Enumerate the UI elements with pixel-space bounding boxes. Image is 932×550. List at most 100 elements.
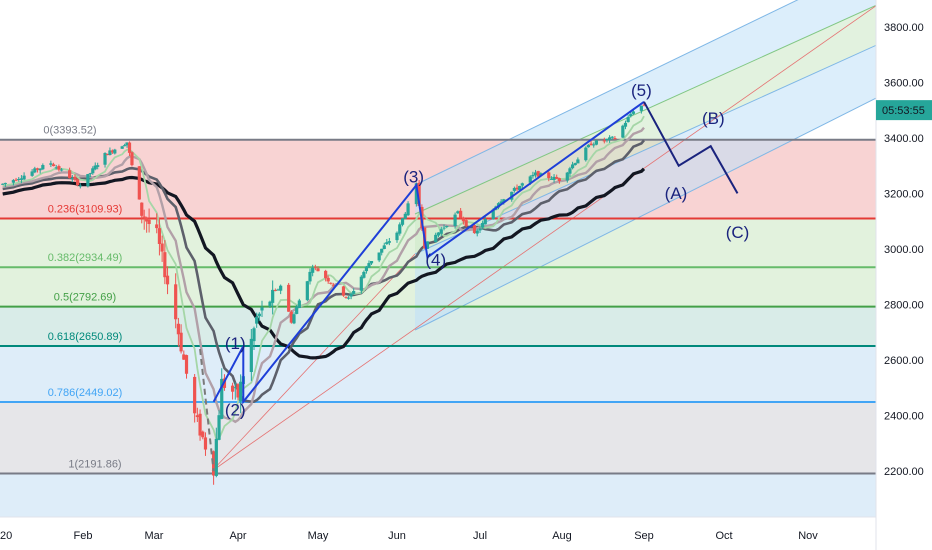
candle-body [160,243,164,252]
candle-body [613,138,617,140]
candle-body [362,271,366,278]
candle-body [478,228,482,231]
candle-body [387,241,391,243]
candle-body [195,415,199,418]
candle-body [41,165,45,170]
x-tick-label: Jul [473,530,487,542]
candle-body [78,185,82,187]
candle-body [123,145,127,147]
wave-label: (3) [403,167,424,186]
candle-body [331,284,335,286]
candle-body [68,170,72,179]
candle-body [589,143,593,146]
candle-body [445,226,449,228]
candle-body [57,166,61,170]
candle-body [130,152,134,166]
candle-body [631,111,636,114]
candle-body [557,178,561,181]
candle-body [499,201,503,204]
y-tick-label: 3000.00 [884,244,924,256]
y-tick-label: 3600.00 [884,77,924,89]
candle-body [140,202,144,216]
candle-body [30,171,34,176]
candle-body [533,172,538,176]
candle-body [147,219,151,225]
candle-body [230,385,235,392]
x-tick-label: 2020 [0,530,12,542]
candle-body [385,242,389,245]
candle-body [586,144,591,148]
candle-body [464,220,468,227]
candle-body [3,182,7,184]
candle-body [49,163,53,165]
candle-body [406,203,410,216]
price-badge [876,100,932,121]
fib-level-label: 0.5(2792.69) [54,292,116,304]
candle-body [165,275,170,285]
candle-body [103,153,107,165]
x-tick-label: Feb [74,530,93,542]
fib-level-label: 0(3393.52) [43,125,96,137]
candle-body [439,229,443,234]
candle-body [203,437,208,450]
fib-band [0,345,876,403]
wave-label: (B) [702,109,725,128]
candle-body [217,415,221,440]
fibonacci-labels: 0(3393.52) 0.236(3109.93) 0.382(2934.49) 0.… [43,125,122,471]
candle-body [461,217,465,222]
candle-body [252,328,256,342]
candle-body [163,252,167,278]
candle-body [145,218,149,222]
candle-body [398,224,402,234]
candle-body [142,216,146,219]
moving-average-line [2,167,646,360]
candle-body [287,284,291,312]
candle-body [292,314,296,324]
candle-body [70,177,74,179]
x-tick-label: Apr [229,530,246,542]
candle-body [382,245,386,249]
impulse-wave-line [212,100,645,405]
candle-body [344,296,348,298]
candle-body [279,285,283,291]
candle-body [233,387,237,389]
y-tick-label: 3400.00 [884,133,924,145]
candle-body [179,332,183,352]
candle-body [400,218,405,225]
candle-body [341,286,346,296]
median-line [211,0,885,472]
dashed-trend-line [199,348,215,472]
candle-body [201,431,205,438]
candle-body [73,176,77,180]
candle-body [395,232,399,241]
candle-body [38,168,42,171]
candle-body [434,234,438,243]
candle-body [417,182,421,206]
wave-label: (1) [225,334,246,353]
candle-body [198,413,202,436]
candle-body [352,291,356,294]
candle-body [531,174,535,177]
candle-body [610,136,614,138]
candle-body [295,306,299,314]
candle-body [125,142,129,146]
candle-body [565,172,569,181]
elliott-wave-lines [199,100,739,472]
candle-body [257,313,261,317]
candle-body [311,267,315,273]
candle-body [127,142,132,153]
candle-body [377,252,381,261]
candle-body [472,225,477,234]
x-tick-label: Sep [634,530,654,542]
candle-body [316,268,320,272]
wave-label: (A) [665,184,688,203]
candle-body [346,297,351,299]
candle-body [528,176,532,183]
wave-label: (4) [425,251,446,270]
candle-body [184,355,189,374]
candle-body [91,168,95,174]
candle-body [359,276,363,291]
y-tick-label: 2600.00 [884,355,924,367]
